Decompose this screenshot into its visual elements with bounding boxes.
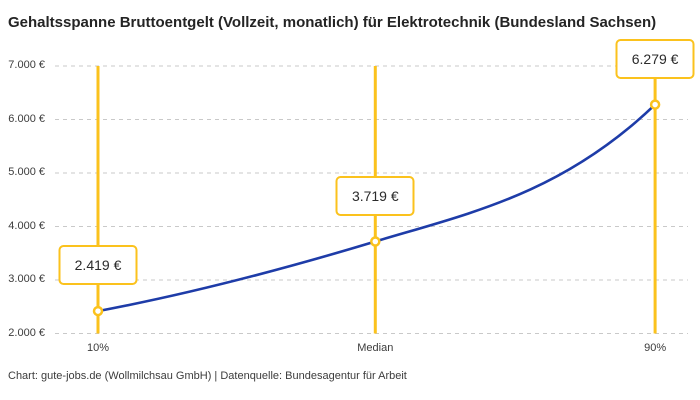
chart-title: Gehaltsspanne Bruttoentgelt (Vollzeit, m… (8, 14, 657, 32)
data-point-marker-Median[interactable] (370, 236, 381, 247)
chart-attribution: Chart: gute-jobs.de (Wollmilchsau GmbH) … (8, 370, 407, 382)
data-point-markers (92, 99, 661, 317)
gridlines (55, 65, 688, 334)
data-point-marker-90%[interactable] (649, 99, 661, 110)
data-point-marker-10%[interactable] (92, 305, 104, 317)
